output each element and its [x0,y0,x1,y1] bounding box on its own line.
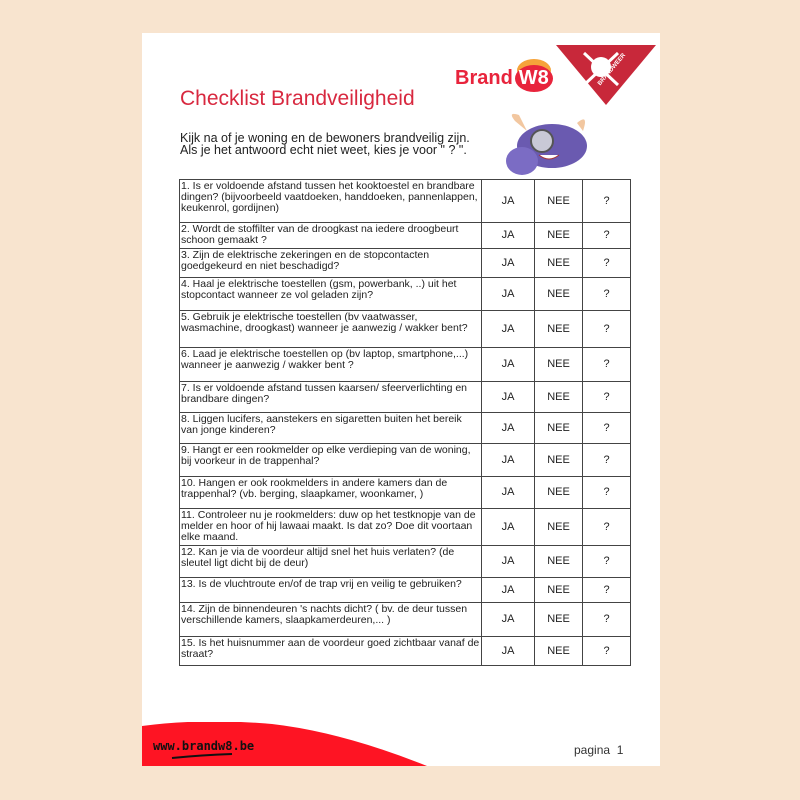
question-text: 1. Is er voldoende afstand tussen het ko… [179,179,482,223]
checklist-row: 11. Controleer nu je rookmelders: duw op… [179,508,631,546]
option-nee[interactable]: NEE [534,508,583,546]
checklist-row: 8. Liggen lucifers, aanstekers en sigare… [179,412,631,444]
option-unknown[interactable]: ? [582,412,631,444]
question-text: 13. Is de vluchtroute en/of de trap vrij… [179,577,482,603]
option-ja[interactable]: JA [481,310,535,348]
question-text: 10. Hangen er ook rookmelders in andere … [179,476,482,509]
option-unknown[interactable]: ? [582,508,631,546]
option-nee[interactable]: NEE [534,577,583,603]
question-text: 6. Laad je elektrische toestellen op (bv… [179,347,482,382]
option-ja[interactable]: JA [481,577,535,603]
option-nee[interactable]: NEE [534,179,583,223]
option-ja[interactable]: JA [481,476,535,509]
option-nee[interactable]: NEE [534,636,583,666]
question-text: 9. Hangt er een rookmelder op elke verdi… [179,443,482,477]
intro-line-2: Als je het antwoord echt niet weet, kies… [180,143,467,157]
option-ja[interactable]: JA [481,179,535,223]
option-nee[interactable]: NEE [534,443,583,477]
question-text: 8. Liggen lucifers, aanstekers en sigare… [179,412,482,444]
checklist-table: 1. Is er voldoende afstand tussen het ko… [179,179,631,666]
option-nee[interactable]: NEE [534,347,583,382]
option-unknown[interactable]: ? [582,310,631,348]
option-ja[interactable]: JA [481,443,535,477]
logo-badge: W8 [514,65,553,92]
option-ja[interactable]: JA [481,508,535,546]
brandw8-logo: Brand W8 [455,65,553,92]
option-ja[interactable]: JA [481,412,535,444]
footer-wave [142,722,427,766]
option-ja[interactable]: JA [481,381,535,413]
checklist-row: 4. Haal je elektrische toestellen (gsm, … [179,277,631,311]
option-unknown[interactable]: ? [582,248,631,278]
checklist-page: Brand W8 BRANDWEER Checklist Brandveiligh… [142,33,660,766]
option-unknown[interactable]: ? [582,347,631,382]
option-unknown[interactable]: ? [582,602,631,637]
checklist-row: 3. Zijn de elektrische zekeringen en de … [179,248,631,278]
option-unknown[interactable]: ? [582,577,631,603]
question-text: 11. Controleer nu je rookmelders: duw op… [179,508,482,546]
option-ja[interactable]: JA [481,347,535,382]
question-text: 7. Is er voldoende afstand tussen kaarse… [179,381,482,413]
checklist-row: 5. Gebruik je elektrische toestellen (bv… [179,310,631,348]
question-text: 5. Gebruik je elektrische toestellen (bv… [179,310,482,348]
monster-mascot-icon [506,113,587,175]
checklist-row: 9. Hangt er een rookmelder op elke verdi… [179,443,631,477]
question-text: 4. Haal je elektrische toestellen (gsm, … [179,277,482,311]
option-unknown[interactable]: ? [582,179,631,223]
checklist-row: 10. Hangen er ook rookmelders in andere … [179,476,631,509]
option-unknown[interactable]: ? [582,545,631,578]
option-ja[interactable]: JA [481,222,535,249]
option-nee[interactable]: NEE [534,310,583,348]
question-text: 12. Kan je via de voordeur altijd snel h… [179,545,482,578]
option-unknown[interactable]: ? [582,381,631,413]
question-text: 15. Is het huisnummer aan de voordeur go… [179,636,482,666]
page-label: pagina [574,743,611,757]
question-text: 14. Zijn de binnendeuren 's nachts dicht… [179,602,482,637]
option-nee[interactable]: NEE [534,545,583,578]
checklist-row: 12. Kan je via de voordeur altijd snel h… [179,545,631,578]
option-ja[interactable]: JA [481,248,535,278]
checklist-row: 2. Wordt de stoffilter van de droogkast … [179,222,631,249]
option-ja[interactable]: JA [481,545,535,578]
option-nee[interactable]: NEE [534,412,583,444]
checklist-row: 6. Laad je elektrische toestellen op (bv… [179,347,631,382]
question-text: 3. Zijn de elektrische zekeringen en de … [179,248,482,278]
option-unknown[interactable]: ? [582,476,631,509]
option-unknown[interactable]: ? [582,636,631,666]
option-unknown[interactable]: ? [582,222,631,249]
checklist-row: 14. Zijn de binnendeuren 's nachts dicht… [179,602,631,637]
checklist-row: 1. Is er voldoende afstand tussen het ko… [179,179,631,223]
checklist-row: 13. Is de vluchtroute en/of de trap vrij… [179,577,631,603]
page-title: Checklist Brandveiligheid [180,87,415,110]
option-nee[interactable]: NEE [534,277,583,311]
checklist-row: 7. Is er voldoende afstand tussen kaarse… [179,381,631,413]
option-nee[interactable]: NEE [534,222,583,249]
page-number: pagina 1 [574,743,623,757]
option-ja[interactable]: JA [481,636,535,666]
brandweer-logo [556,45,656,105]
option-unknown[interactable]: ? [582,443,631,477]
option-nee[interactable]: NEE [534,602,583,637]
intro-line-1: Kijk na of je woning en de bewoners bran… [180,131,470,145]
option-unknown[interactable]: ? [582,277,631,311]
page-number-value: 1 [616,743,624,757]
option-nee[interactable]: NEE [534,476,583,509]
website-link[interactable]: www.brandw8.be [153,739,255,753]
checklist-row: 15. Is het huisnummer aan de voordeur go… [179,636,631,666]
option-ja[interactable]: JA [481,602,535,637]
question-text: 2. Wordt de stoffilter van de droogkast … [179,222,482,249]
option-ja[interactable]: JA [481,277,535,311]
logo-text: Brand [455,67,513,89]
option-nee[interactable]: NEE [534,381,583,413]
intro-text: Kijk na of je woning en de bewoners bran… [180,131,470,157]
footer: www.brandw8.be pagina 1 [142,722,660,766]
option-nee[interactable]: NEE [534,248,583,278]
